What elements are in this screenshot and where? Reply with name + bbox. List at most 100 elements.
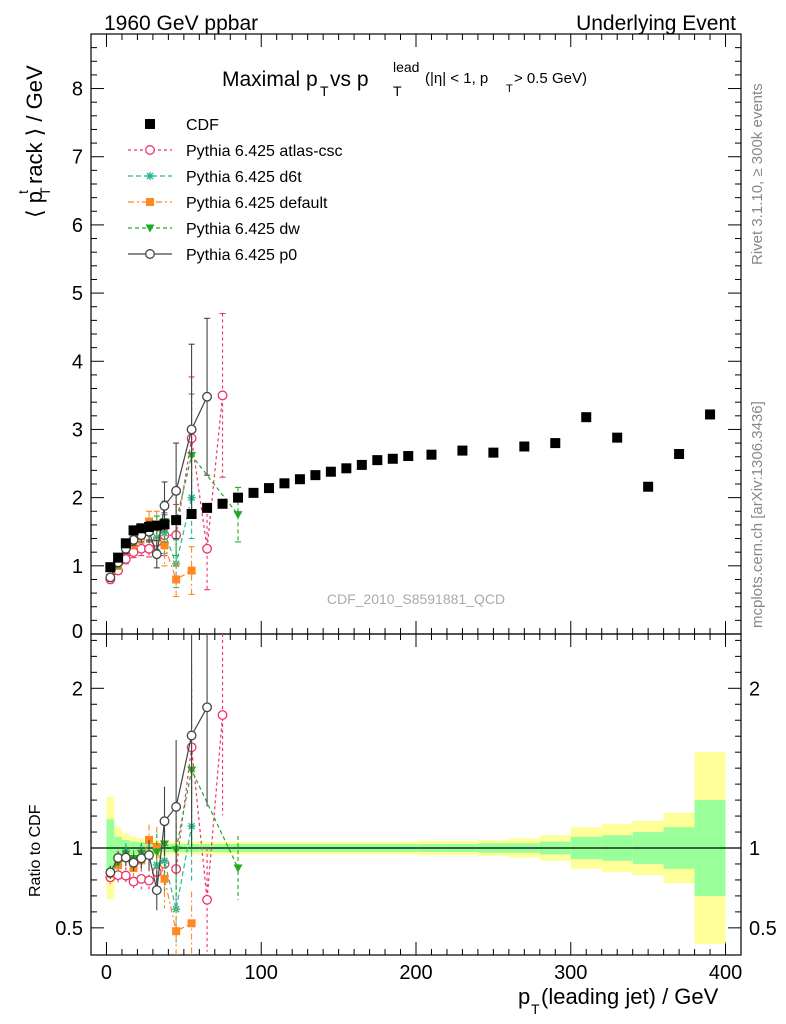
legend-marker xyxy=(145,145,155,155)
title-sub-1: T xyxy=(320,83,329,99)
legend-marker xyxy=(145,249,155,259)
series-3-ratio-point xyxy=(187,919,196,928)
cdf-point xyxy=(356,459,367,470)
ratio-panel: 0.5 0.5 1 1 2 2 xyxy=(55,633,777,956)
ratio-frame xyxy=(90,633,742,956)
x-tick-label: 0 xyxy=(101,962,112,984)
main-panel: 0 100 200 300 400 1 2 3 4 5 6 7 8 0 xyxy=(72,33,742,984)
mcplots-label: mcplots.cern.ch [arXiv:1306.3436] xyxy=(749,401,766,628)
cdf-point xyxy=(426,449,437,460)
y-tick-label: 8 xyxy=(72,79,83,101)
series-2-ratio-point xyxy=(160,856,169,865)
legend-label: CDF xyxy=(186,117,219,134)
analysis-watermark: CDF_2010_S8591881_QCD xyxy=(327,591,505,607)
cdf-point xyxy=(186,509,197,519)
cdf-point xyxy=(159,519,170,530)
cdf-point xyxy=(612,432,623,443)
y-label-part-1: ⟨ p xyxy=(22,191,47,218)
x-label-sub: T xyxy=(531,1001,540,1017)
cdf-point xyxy=(581,412,592,423)
title-sup: lead xyxy=(393,59,419,75)
series-1-ratio-point xyxy=(202,894,213,905)
cdf-point xyxy=(372,455,383,466)
cdf-point xyxy=(113,552,124,563)
y-label-sub: T xyxy=(37,187,53,196)
cdf-point xyxy=(457,445,468,456)
series-5-ratio-point xyxy=(159,816,170,827)
title-cut-1: (|η| < 1, p xyxy=(425,70,488,87)
x-label-rest: (leading jet) / GeV xyxy=(541,984,719,1009)
legend-label: Pythia 6.425 dw xyxy=(186,221,300,238)
legend-label: Pythia 6.425 default xyxy=(186,195,328,212)
title-cut-2: > 0.5 GeV) xyxy=(514,70,587,87)
series-1-point xyxy=(202,543,213,554)
legend-label: Pythia 6.425 p0 xyxy=(186,247,297,264)
cdf-point xyxy=(248,487,259,498)
series-3-point xyxy=(160,541,169,550)
ratio-tick-label-right: 2 xyxy=(749,678,760,700)
series-5-ratio-point xyxy=(144,850,154,861)
x-axis-label: p T (leading jet) / GeV xyxy=(518,984,719,1017)
series-4-point xyxy=(233,511,243,520)
cdf-point xyxy=(341,463,352,474)
y-label-sup: t xyxy=(15,190,31,194)
ratio-tick-label: 2 xyxy=(72,678,83,700)
series-5-ratio-point xyxy=(202,702,213,713)
header-right: Underlying Event xyxy=(576,12,736,35)
title-part-1: Maximal p xyxy=(222,68,318,91)
cdf-point xyxy=(128,525,139,536)
x-tick-label: 300 xyxy=(554,962,587,984)
title-part-2: vs p xyxy=(330,68,369,91)
cdf-point xyxy=(105,562,116,573)
cdf-point xyxy=(488,447,499,458)
cdf-point xyxy=(294,474,305,485)
cdf-point xyxy=(144,521,155,532)
y-tick-label: 2 xyxy=(72,488,83,510)
ratio-tick-label: 1 xyxy=(72,838,83,860)
y-tick-label: 3 xyxy=(72,419,83,441)
series-4-ratio-point xyxy=(233,864,243,873)
series-2-point xyxy=(160,529,169,538)
legend-label: Pythia 6.425 d6t xyxy=(186,169,302,186)
ratio-tick-label-right: 1 xyxy=(749,838,760,860)
series-3-ratio-point xyxy=(152,842,161,851)
series-5-ratio-point xyxy=(105,867,116,878)
cdf-point xyxy=(643,481,654,492)
legend-marker xyxy=(146,198,154,206)
y-tick-label: 4 xyxy=(72,351,83,373)
series-5-ratio-point xyxy=(171,801,182,812)
series-1-point xyxy=(217,390,228,401)
x-tick-label: 200 xyxy=(399,962,432,984)
cdf-point xyxy=(233,492,244,503)
legend-marker xyxy=(145,119,155,129)
series-1-ratio-point xyxy=(144,875,154,886)
cdf-point xyxy=(387,453,398,464)
ratio-tick-label-right: 0.5 xyxy=(749,918,777,940)
series-1-point xyxy=(144,543,154,554)
chart-title: Maximal p T vs p T lead (|η| < 1, p T > … xyxy=(222,59,587,99)
header-left: 1960 GeV ppbar xyxy=(104,12,258,35)
cdf-point xyxy=(550,438,561,449)
series-5-point xyxy=(202,391,213,402)
cdf-point xyxy=(217,498,228,509)
series-3-point xyxy=(187,566,196,575)
ratio-y-label: Ratio to CDF xyxy=(27,804,44,897)
cdf-point xyxy=(171,515,182,526)
y-tick-label: 7 xyxy=(72,147,83,169)
ratio-tick-label: 0.5 xyxy=(55,918,83,940)
cdf-point xyxy=(263,483,274,494)
cdf-point xyxy=(705,409,716,420)
series-5-ratio-point xyxy=(120,852,131,863)
y-tick-label-zero: 0 xyxy=(72,621,83,643)
series-5-point xyxy=(171,485,182,496)
cdf-point xyxy=(674,449,685,459)
y-label-part-2: rack ⟩ / GeV xyxy=(22,65,47,184)
legend: CDF Pythia 6.425 atlas-csc Pythia 6.425 d6… xyxy=(128,117,343,264)
series-3-ratio-point xyxy=(160,874,169,883)
cdf-point xyxy=(120,538,131,549)
series-5-ratio-point xyxy=(186,730,197,741)
series-1-ratio-point xyxy=(120,870,131,881)
y-tick-label: 6 xyxy=(72,215,83,237)
legend-marker xyxy=(146,172,154,180)
cdf-point xyxy=(279,478,290,489)
